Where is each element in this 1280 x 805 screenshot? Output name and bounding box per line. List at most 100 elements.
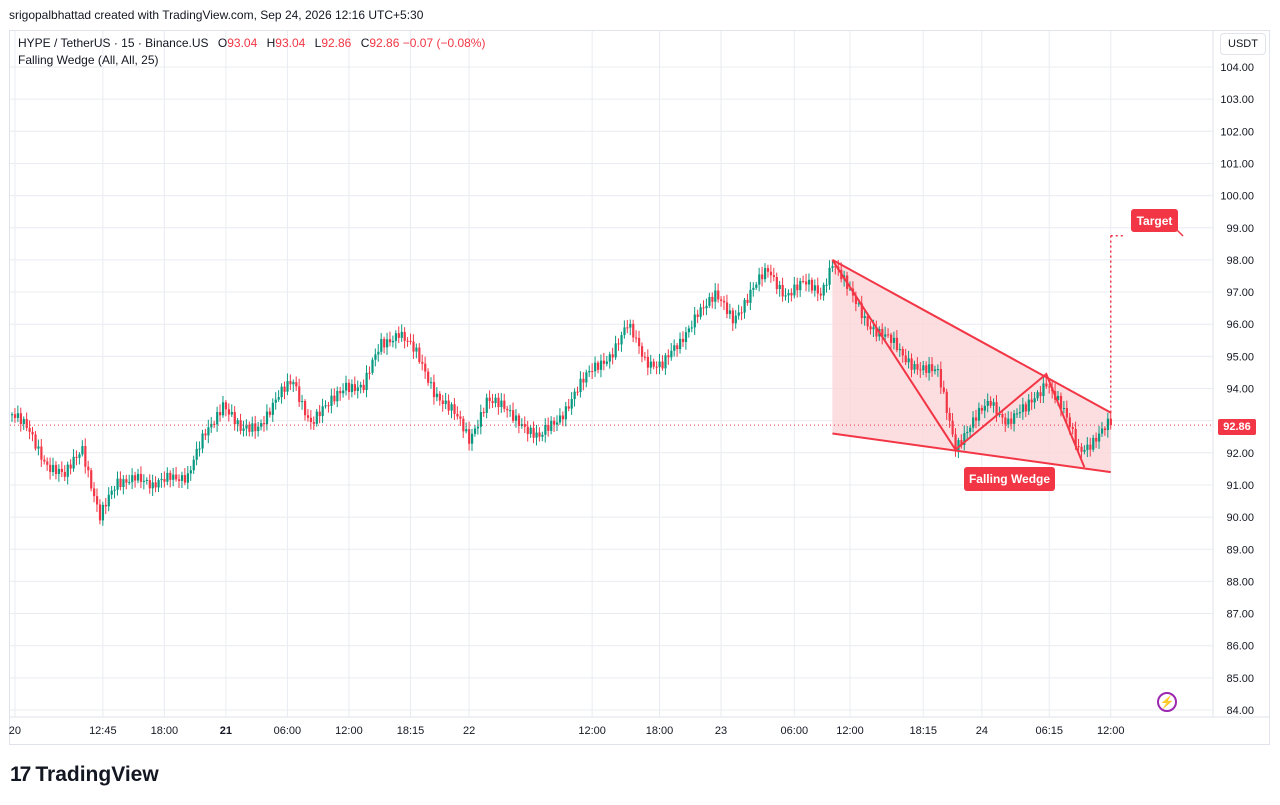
candle-up: [594, 362, 597, 372]
candle-down: [980, 407, 984, 411]
candle-down: [54, 464, 58, 475]
candle-down: [289, 381, 292, 385]
candle-down: [512, 410, 515, 421]
candle-up: [614, 343, 617, 358]
candle-up: [415, 347, 418, 352]
candle-up: [737, 312, 740, 316]
y-tick-label: 91.00: [1226, 480, 1254, 492]
chart-attribution: srigopalbhattad created with TradingView…: [9, 8, 424, 22]
candle-up: [242, 428, 245, 431]
candle-up: [969, 427, 972, 432]
candle-up: [78, 454, 81, 458]
falling-wedge-area: [832, 259, 1111, 473]
candle-up: [151, 482, 154, 489]
candle-up: [822, 284, 825, 296]
candle-up: [198, 448, 201, 450]
candle-down: [948, 412, 951, 421]
candle-down: [268, 411, 272, 415]
candle-down: [942, 387, 945, 392]
candle-up: [260, 423, 263, 427]
candle-up: [81, 446, 84, 455]
candle-up: [277, 397, 280, 400]
candle-down: [931, 364, 934, 372]
candle-up: [1106, 418, 1110, 431]
currency-button[interactable]: USDT: [1220, 33, 1266, 55]
candle-up: [764, 268, 767, 280]
candle-up: [705, 305, 708, 309]
candle-up: [473, 428, 477, 434]
candle-up: [743, 299, 746, 313]
candle-down: [1048, 386, 1051, 388]
candle-down: [1071, 426, 1074, 429]
y-tick-label: 98.00: [1226, 255, 1254, 267]
candle-down: [626, 327, 629, 329]
y-tick-label: 95.00: [1226, 351, 1254, 363]
candle-up: [356, 387, 359, 391]
candle-up: [799, 280, 802, 291]
candle-down: [233, 412, 236, 425]
candle-down: [503, 400, 506, 409]
x-tick-label: 18:00: [646, 725, 674, 737]
candle-down: [87, 466, 90, 471]
candle-down: [139, 473, 143, 482]
candle-up: [192, 459, 195, 471]
chart-frame[interactable]: [9, 30, 1270, 745]
candle-down: [761, 274, 764, 280]
candle-down: [506, 408, 509, 411]
candle-up: [101, 504, 105, 521]
candle-up: [673, 345, 676, 351]
candle-down: [740, 312, 743, 314]
indicator-label[interactable]: Falling Wedge (All, All, 25): [18, 53, 159, 67]
candle-down: [655, 366, 658, 368]
candle-up: [142, 480, 146, 482]
candle-down: [526, 426, 529, 435]
candle-down: [75, 456, 78, 458]
lightning-icon[interactable]: ⚡: [1157, 692, 1177, 712]
candle-up: [1062, 408, 1066, 410]
candle-down: [1039, 392, 1042, 396]
open-value: 93.04: [227, 36, 258, 50]
candle-up: [131, 475, 134, 483]
candle-up: [386, 339, 389, 348]
candle-up: [186, 473, 189, 483]
candle-down: [632, 323, 635, 338]
x-tick-label: 23: [715, 725, 727, 737]
candle-down: [819, 293, 822, 296]
candle-up: [37, 446, 40, 449]
candle-down: [731, 310, 734, 324]
candle-down: [667, 355, 670, 358]
candle-up: [1033, 398, 1036, 403]
candle-down: [925, 365, 928, 373]
target-callout[interactable]: Target: [1131, 209, 1178, 232]
close-value: 92.86: [369, 36, 400, 50]
candle-down: [676, 345, 679, 350]
candle-up: [52, 464, 55, 473]
candle-up: [670, 350, 673, 358]
candle-up: [928, 364, 931, 373]
x-tick-label: 18:15: [909, 725, 937, 737]
y-tick-label: 85.00: [1226, 673, 1254, 685]
candle-up: [605, 361, 608, 364]
candle-up: [728, 310, 732, 314]
candle-up: [957, 440, 960, 451]
x-tick-label: 12:00: [335, 725, 363, 737]
candle-up: [588, 370, 591, 373]
candle-down: [183, 475, 187, 483]
candle-down: [802, 280, 805, 282]
symbol-legend: HYPE / TetherUS · 15 · Binance.US O93.04…: [18, 35, 485, 69]
candle-down: [397, 333, 400, 338]
wedge-upper-trendline: [831, 259, 1112, 414]
falling-wedge-callout[interactable]: Falling Wedge: [964, 467, 1055, 491]
candle-down: [90, 470, 93, 489]
candle-down: [561, 415, 565, 420]
candle-down: [333, 395, 336, 402]
candle-down: [702, 307, 705, 309]
candle-up: [514, 415, 518, 421]
symbol-name[interactable]: HYPE / TetherUS · 15 · Binance.US: [18, 36, 209, 50]
candle-up: [509, 410, 512, 412]
candle-down: [638, 338, 641, 347]
candle-down: [720, 299, 723, 301]
candle-down: [538, 432, 541, 437]
open-label: O: [217, 36, 228, 50]
